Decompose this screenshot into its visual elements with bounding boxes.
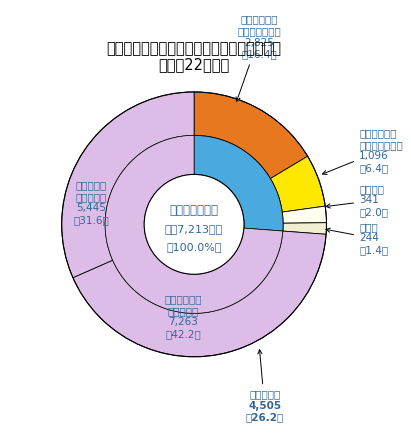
Text: （平成22年度）: （平成22年度） (159, 57, 230, 72)
Text: 年間総販売金額: 年間総販売金額 (170, 204, 219, 217)
Text: 観光農園
341
（2.0）: 観光農園 341 （2.0） (326, 184, 388, 217)
Circle shape (144, 174, 244, 274)
Text: １兆7,213億円: １兆7,213億円 (165, 224, 223, 234)
Wedge shape (282, 206, 326, 223)
Wedge shape (62, 92, 194, 278)
Wedge shape (270, 156, 325, 212)
Wedge shape (105, 136, 283, 313)
Text: 農業経営体
4,505
（26.2）: 農業経営体 4,505 （26.2） (245, 350, 284, 422)
Wedge shape (194, 136, 283, 231)
Text: 農産物直売所
（農協等）
7,263
（42.2）: 農産物直売所 （農協等） 7,263 （42.2） (164, 294, 202, 339)
Wedge shape (194, 92, 307, 179)
Text: （100.0%）: （100.0%） (166, 242, 222, 252)
Text: 農産加工場
（農協等）
5,445
（31.6）: 農産加工場 （農協等） 5,445 （31.6） (73, 180, 109, 225)
Wedge shape (73, 231, 326, 357)
Wedge shape (283, 223, 326, 235)
Text: その他
244
（1.4）: その他 244 （1.4） (326, 222, 388, 255)
Text: 農業生産関連事業の年間総販売金額（全国）: 農業生産関連事業の年間総販売金額（全国） (106, 41, 282, 56)
Text: 農産物の加工
（農業経営体）
2,825
（16.4）: 農産物の加工 （農業経営体） 2,825 （16.4） (236, 15, 281, 101)
Text: 農産物直売所
（農業経営体）
1,096
（6.4）: 農産物直売所 （農業経営体） 1,096 （6.4） (323, 128, 403, 174)
